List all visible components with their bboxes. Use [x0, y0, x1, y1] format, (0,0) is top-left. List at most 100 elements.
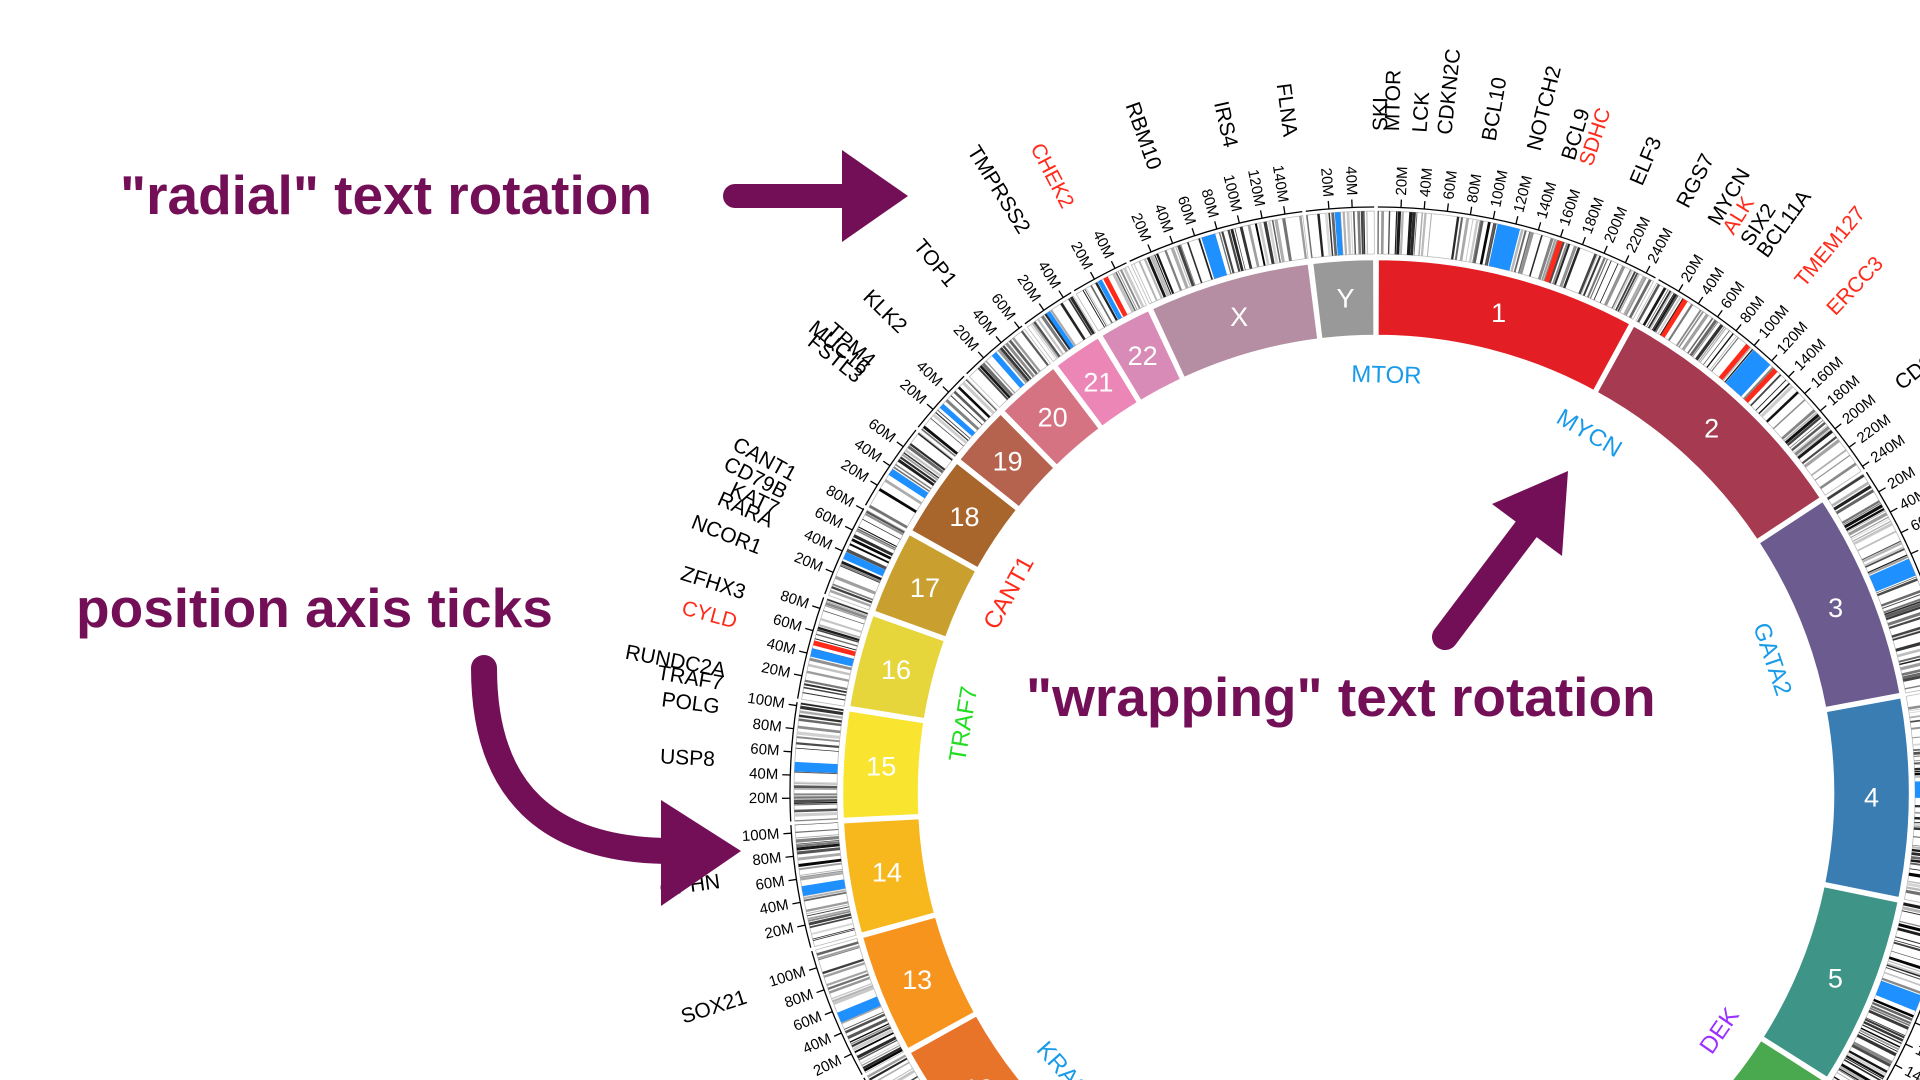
cytoband: [1380, 211, 1385, 255]
cytoband: [1859, 1029, 1899, 1051]
tick-label: 40M: [1150, 202, 1176, 235]
cytoband: [869, 1057, 908, 1080]
tick-label: 40M: [758, 896, 790, 918]
cytoband: [1090, 285, 1113, 324]
gene-label: ELF3: [1626, 134, 1667, 189]
cytoband: [796, 840, 840, 845]
cytoband: [794, 793, 838, 796]
tick-mark: [1905, 1043, 1914, 1049]
tick-mark: [1147, 244, 1152, 253]
cytoband: [897, 459, 935, 487]
tick-label: 160M: [1556, 187, 1584, 228]
cytoband: [1580, 254, 1598, 295]
cytoband: [794, 796, 838, 799]
cytoband: [1709, 335, 1737, 371]
chromosome-label: 15: [866, 751, 896, 781]
gene-label: TOP1: [909, 235, 962, 292]
tick-label: 40M: [749, 765, 779, 783]
cytoband: [1911, 848, 1920, 853]
cytoband: [1366, 211, 1369, 255]
cytoband: [1454, 217, 1464, 261]
cytoband: [826, 970, 868, 987]
cytoband: [1554, 243, 1571, 285]
chromosome-label: 21: [1083, 368, 1113, 398]
cytoband: [1623, 275, 1645, 315]
cytoband: [1838, 1069, 1857, 1080]
cytoband: [1911, 726, 1920, 730]
cytoband: [1892, 630, 1920, 641]
cytoband: [1845, 507, 1885, 531]
tick-mark: [1603, 245, 1608, 254]
cytoband: [1913, 827, 1920, 831]
cytoband: [1418, 212, 1424, 256]
cytoband: [798, 858, 842, 868]
cytoband-stalk: [810, 648, 854, 667]
cytoband: [1907, 882, 1920, 888]
cytoband: [1517, 231, 1531, 274]
cytoband: [868, 504, 908, 529]
annotation: "radial" text rotation: [120, 164, 652, 226]
cytoband: [1459, 218, 1470, 261]
cytoband: [1898, 923, 1920, 932]
cytoband: [1681, 313, 1709, 351]
cytoband: [1914, 762, 1920, 764]
cytoband: [867, 1054, 906, 1078]
cytoband: [1541, 239, 1557, 281]
cytoband: [1687, 317, 1714, 354]
tick-label: 40M: [765, 635, 797, 658]
cytoband: [858, 1039, 898, 1061]
tick-mark: [1862, 461, 1870, 467]
cytoband: [1913, 836, 1920, 838]
axis-line: [797, 597, 825, 699]
cytoband: [1299, 215, 1308, 259]
arrow-head: [661, 800, 741, 906]
axis-line: [811, 950, 863, 1075]
cytoband: [1894, 939, 1920, 948]
cytoband: [829, 589, 871, 607]
cytoband: [796, 847, 841, 855]
tick-mark: [1771, 354, 1778, 362]
cytoband: [1887, 960, 1920, 973]
cytoband: [1112, 272, 1135, 313]
tick-label: 40M: [800, 1030, 834, 1057]
tick-label: 20M: [1127, 211, 1154, 244]
cytoband: [1861, 540, 1901, 561]
tick-label: 60M: [771, 611, 804, 635]
cytoband: [1263, 221, 1275, 265]
cytoband: [1473, 220, 1484, 264]
tick-label: 40M: [1342, 166, 1360, 196]
cytoband: [910, 1075, 919, 1080]
tick-label: 40M: [1089, 228, 1117, 262]
cytoband: [794, 803, 838, 806]
annotation: "wrapping" text rotation: [1026, 666, 1656, 728]
cytoband: [1845, 1057, 1884, 1080]
cytoband: [1676, 309, 1702, 347]
cytoband: [824, 605, 866, 620]
cytoband: [795, 828, 839, 833]
cytoband: [1695, 323, 1724, 361]
cytoband: [794, 781, 838, 784]
cytoband: [803, 686, 847, 696]
cytoband: [1888, 616, 1920, 630]
cytoband-background: [801, 598, 869, 707]
cytoband: [1862, 542, 1903, 563]
cytoband: [794, 808, 838, 813]
cytoband: [1164, 249, 1183, 291]
cytoband: [1625, 276, 1647, 316]
cytoband: [1267, 220, 1279, 264]
cytoband: [1589, 258, 1608, 299]
cytoband-stalk: [1869, 558, 1916, 592]
chromosome-label: 12: [964, 1074, 994, 1080]
cytoband: [805, 901, 849, 913]
cytoband: [857, 528, 897, 549]
tick-mark: [1110, 260, 1116, 269]
cytoband: [1838, 1068, 1860, 1080]
cytoband-stalk: [1875, 980, 1920, 1012]
cytoband: [1692, 321, 1719, 358]
cytoband: [1836, 1071, 1851, 1080]
cytoband: [794, 799, 838, 803]
cytoband: [1657, 296, 1682, 335]
tick-mark: [1848, 441, 1856, 448]
tick-label: 20M: [838, 456, 872, 486]
